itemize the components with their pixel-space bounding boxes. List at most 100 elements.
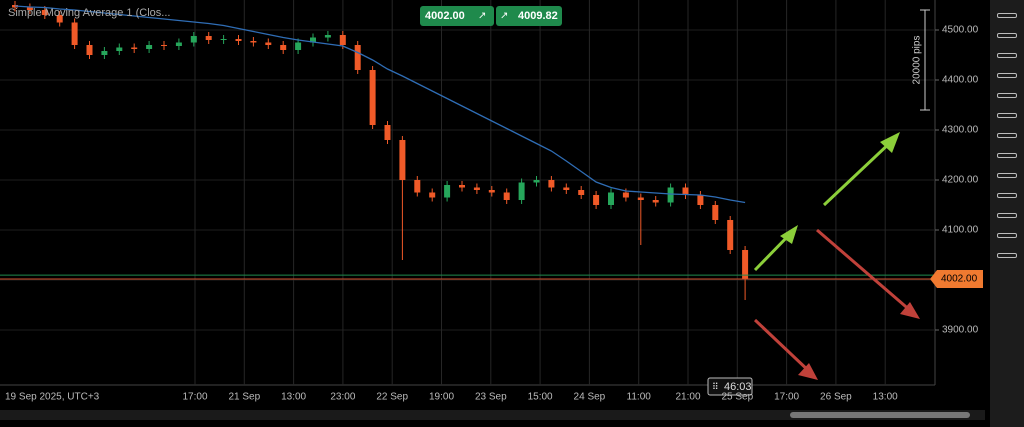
bid-price[interactable]: 4002.00 — [425, 10, 465, 22]
candle-body — [101, 51, 108, 55]
candle-body — [548, 180, 555, 188]
candle-body — [280, 45, 287, 50]
tool-button[interactable] — [997, 93, 1017, 98]
x-tick-label: 21:00 — [675, 392, 700, 403]
tool-button[interactable] — [997, 173, 1017, 178]
tool-button[interactable] — [997, 33, 1017, 38]
y-tick-label: 4400.00 — [942, 75, 979, 86]
candle-body — [324, 35, 331, 38]
candle-body — [608, 192, 614, 205]
timer: 46:03 — [724, 381, 752, 393]
candle-body — [444, 185, 451, 198]
candle-body — [26, 7, 33, 10]
candle-body — [637, 197, 644, 200]
candle-body — [667, 187, 674, 203]
candle-body — [205, 36, 212, 40]
candle-body — [265, 42, 272, 45]
x-tick-label: 23 Sep — [475, 392, 507, 403]
tool-button[interactable] — [997, 213, 1017, 218]
candle-body — [86, 45, 93, 55]
plot — [0, 1, 935, 300]
candle-body — [161, 45, 167, 46]
candle-body — [354, 45, 361, 70]
x-tick-label: 11:00 — [627, 392, 652, 403]
candle-body — [71, 22, 78, 45]
candle-body — [414, 180, 421, 193]
indicator-title: Simple Moving Average 1 (Clos... — [8, 7, 170, 19]
x-tick-label: 17:00 — [774, 392, 799, 403]
tool-button[interactable] — [997, 13, 1017, 18]
y-tick-label: 4200.00 — [942, 175, 979, 186]
tool-button[interactable] — [997, 253, 1017, 258]
timer-box — [707, 377, 753, 396]
ruler-label: 20000 pips — [912, 36, 923, 85]
candle-body — [622, 192, 629, 198]
x-tick-label: 25 Sep — [721, 392, 753, 403]
candle-body — [533, 180, 540, 183]
annotations — [753, 132, 920, 380]
candle-body — [429, 192, 436, 198]
tool-button[interactable] — [997, 133, 1017, 138]
buy-icon[interactable]: ↗ — [500, 11, 508, 22]
candle-body — [399, 140, 406, 180]
candle-body — [369, 70, 376, 125]
candle-body — [384, 125, 391, 140]
grid — [0, 0, 935, 385]
tool-button[interactable] — [997, 193, 1017, 198]
candle-body — [310, 37, 316, 43]
toolbar — [990, 0, 1024, 427]
candle-body — [41, 10, 48, 15]
tool-button[interactable] — [997, 113, 1017, 118]
scrollbar-thumb[interactable] — [790, 412, 970, 418]
candle-body — [488, 190, 495, 193]
ruler: 20000 pips — [912, 9, 930, 111]
candle-body — [697, 195, 704, 205]
candle-body — [235, 39, 242, 41]
candle-body — [459, 185, 465, 188]
x-tick-label: 13:00 — [281, 392, 306, 403]
candle-body — [339, 35, 346, 45]
candle-body — [250, 41, 257, 43]
x-tick-label: 15:00 — [528, 392, 553, 403]
y-tick-label: 4300.00 — [942, 125, 979, 136]
x-tick-label: 24 Sep — [574, 392, 606, 403]
x-tick-label: 23:00 — [330, 392, 355, 403]
tool-button[interactable] — [997, 233, 1017, 238]
candle-body — [220, 39, 227, 40]
candle-body — [727, 220, 734, 250]
sell-icon[interactable]: ↗ — [478, 11, 486, 22]
x-tick-label: 21 Sep — [228, 392, 260, 403]
timer-icon: ⠿ — [712, 381, 719, 391]
sma-line — [14, 5, 746, 204]
buy-button[interactable] — [496, 6, 562, 26]
background — [0, 0, 990, 427]
x-tick-label: 19:00 — [429, 392, 454, 403]
candle-body — [473, 187, 480, 190]
candle-body — [116, 47, 123, 51]
candle-body — [503, 192, 510, 200]
x-tick-label: 22 Sep — [376, 392, 408, 403]
sell-button[interactable] — [420, 6, 494, 26]
price-tag — [930, 270, 983, 288]
candle-body — [131, 47, 138, 49]
candle-body — [593, 195, 600, 205]
candle-body — [742, 250, 749, 279]
candle-body — [563, 187, 570, 190]
candle-body — [578, 190, 585, 195]
candle-body — [146, 45, 153, 49]
candle-body — [295, 42, 302, 50]
candle-body — [56, 15, 63, 23]
tool-button[interactable] — [997, 53, 1017, 58]
ask-price[interactable]: 4009.82 — [518, 10, 558, 22]
scrollbar-track[interactable] — [0, 410, 985, 420]
price-tag-label: 4002.00 — [941, 274, 978, 285]
candle-body — [175, 42, 182, 46]
x-tick-label: 17:00 — [182, 392, 207, 403]
tool-button[interactable] — [997, 153, 1017, 158]
x-tick-label: 19 Sep 2025, UTC+3 — [5, 392, 100, 403]
candle-body — [682, 187, 689, 195]
chart: Simple Moving Average 1 (Clos... 20000 p… — [0, 0, 990, 427]
x-tick-label: 13:00 — [873, 392, 898, 403]
candle-body — [652, 200, 659, 203]
tool-button[interactable] — [997, 73, 1017, 78]
